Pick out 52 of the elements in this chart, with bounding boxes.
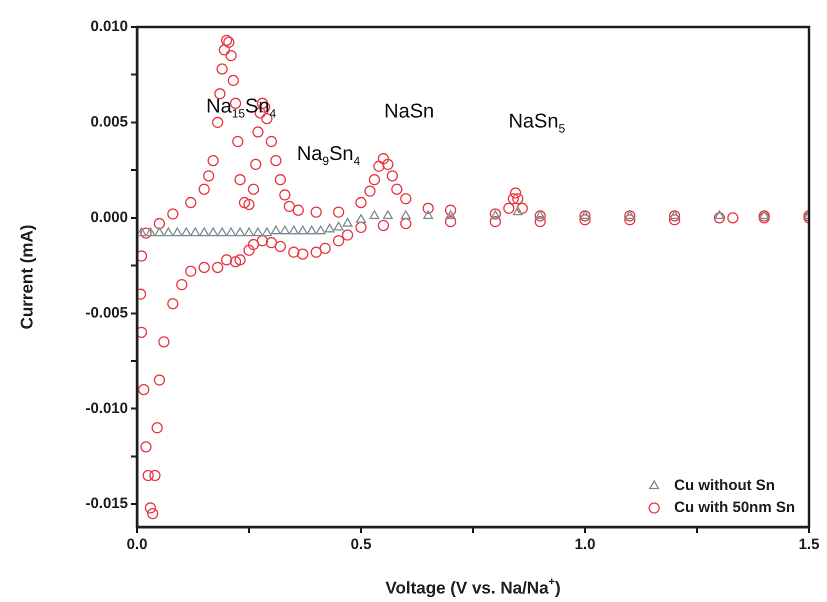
- annotation: NaSn: [384, 100, 434, 123]
- point: [154, 227, 164, 236]
- point: [382, 210, 393, 220]
- point: [759, 210, 770, 220]
- y-tick-label: 0.010: [90, 18, 128, 36]
- point: [163, 227, 174, 236]
- point: [580, 210, 590, 220]
- point: [714, 210, 724, 220]
- point: [288, 226, 299, 234]
- point: [423, 210, 434, 220]
- point: [342, 218, 353, 227]
- x-tick-label: 0.0: [126, 536, 148, 554]
- point: [280, 226, 290, 234]
- y-tick-label: 0.005: [90, 114, 128, 131]
- point: [334, 222, 344, 231]
- point: [670, 210, 680, 220]
- point: [235, 227, 246, 236]
- point: [181, 227, 192, 236]
- point: [356, 214, 366, 223]
- point: [298, 226, 308, 234]
- x-axis-title: Voltage (V vs. Na/Na+): [385, 576, 561, 598]
- point: [624, 210, 635, 220]
- point: [535, 210, 546, 220]
- point: [512, 206, 523, 216]
- point: [244, 227, 254, 236]
- point: [145, 227, 156, 236]
- point: [400, 210, 411, 220]
- point: [369, 210, 380, 220]
- y-tick-label: 0.000: [90, 208, 128, 226]
- point: [226, 227, 236, 236]
- point: [172, 227, 182, 236]
- point: [324, 224, 335, 232]
- x-tick-label: 0.5: [350, 536, 372, 554]
- legend-label: Cu without Sn: [674, 477, 775, 494]
- y-tick-label: -0.005: [85, 304, 128, 322]
- point: [217, 227, 228, 236]
- x-tick-label: 1.0: [574, 536, 596, 554]
- point: [262, 227, 272, 236]
- y-tick-label: -0.015: [85, 495, 128, 512]
- point: [137, 227, 146, 236]
- point: [199, 227, 210, 236]
- point: [252, 227, 263, 236]
- point: [316, 226, 326, 234]
- point: [446, 210, 456, 220]
- point: [270, 226, 281, 234]
- point: [190, 227, 200, 236]
- y-tick-label: -0.010: [85, 400, 128, 417]
- point: [306, 226, 317, 234]
- y-axis-title: Current (mA): [18, 224, 37, 330]
- point: [208, 227, 218, 236]
- legend-label: Cu with 50nm Sn: [674, 499, 795, 516]
- x-tick-label: 1.5: [798, 536, 820, 554]
